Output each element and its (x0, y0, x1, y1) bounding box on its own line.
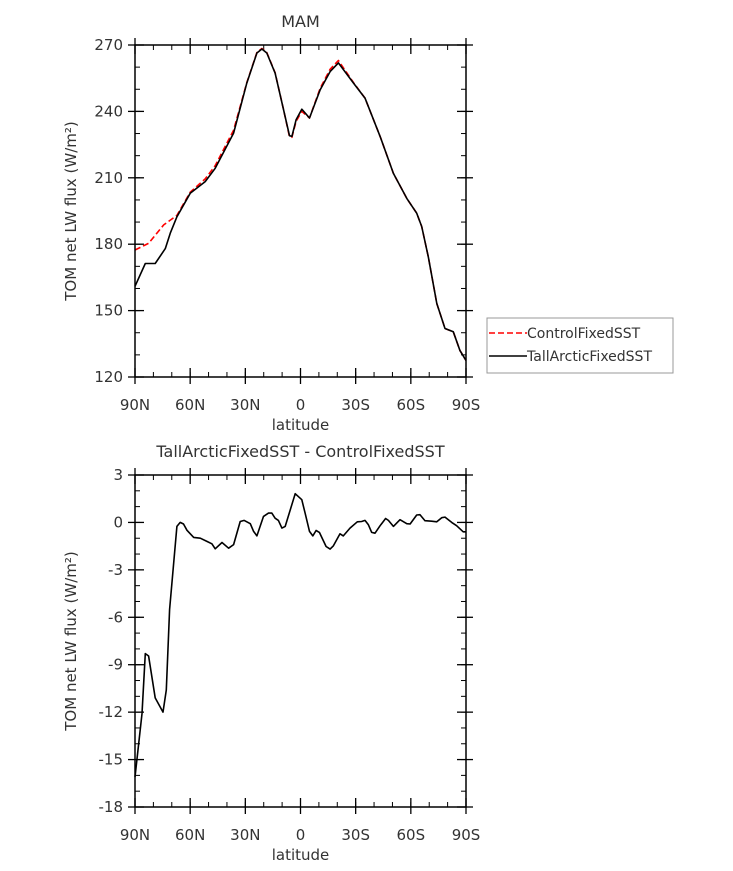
y-tick-label: 180 (94, 235, 123, 253)
legend: ControlFixedSST TallArcticFixedSST (486, 317, 674, 374)
chart-title: MAM (281, 12, 320, 31)
y-tick-label: 0 (113, 513, 123, 531)
x-tick-label: 30N (230, 396, 260, 414)
y-tick-label: -15 (99, 751, 124, 769)
legend-box (486, 317, 674, 374)
y-tick-label: 270 (94, 36, 123, 54)
x-tick-label: 0 (296, 826, 306, 844)
y-axis-label: TOM net LW flux (W/m²) (62, 121, 80, 301)
y-tick-label: 150 (94, 302, 123, 320)
y-tick-label: -3 (108, 561, 123, 579)
x-tick-label: 60S (397, 826, 426, 844)
y-tick-label: 210 (94, 169, 123, 187)
x-tick-label: 60N (175, 826, 205, 844)
x-tick-label: 60S (397, 396, 426, 414)
x-tick-label: 90S (452, 396, 481, 414)
y-tick-label: 120 (94, 368, 123, 386)
legend-label: ControlFixedSST (527, 326, 641, 342)
plot-frame (134, 44, 467, 378)
x-tick-label: 30S (341, 396, 370, 414)
y-tick-label: -12 (99, 703, 124, 721)
x-axis-label: latitude (272, 416, 330, 434)
x-tick-label: 60N (175, 396, 205, 414)
x-tick-label: 30N (230, 826, 260, 844)
y-tick-label: -18 (99, 798, 124, 816)
y-tick-label: 240 (94, 102, 123, 120)
y-tick-label: -9 (108, 656, 123, 674)
y-axis-label: TOM net LW flux (W/m²) (62, 551, 80, 731)
x-tick-label: 90N (120, 396, 150, 414)
x-axis-label: latitude (272, 846, 330, 864)
y-tick-label: -6 (108, 608, 123, 626)
x-tick-label: 30S (341, 826, 370, 844)
series-line-TallArcticFixedSST (134, 48, 467, 361)
legend-label: TallArcticFixedSST (526, 349, 652, 365)
series-line-difference (134, 492, 466, 778)
chart-title: TallArcticFixedSST - ControlFixedSST (155, 442, 444, 461)
x-tick-label: 90N (120, 826, 150, 844)
x-tick-label: 90S (452, 826, 481, 844)
x-tick-label: 0 (296, 396, 306, 414)
plot-frame (134, 474, 467, 808)
plot-1: MAM latitude TOM net LW flux (W/m²) 90N 60N 3… (62, 12, 674, 434)
y-tick-label: 3 (113, 466, 123, 484)
plot-2: TallArcticFixedSST - ControlFixedSST lati… (62, 442, 480, 864)
